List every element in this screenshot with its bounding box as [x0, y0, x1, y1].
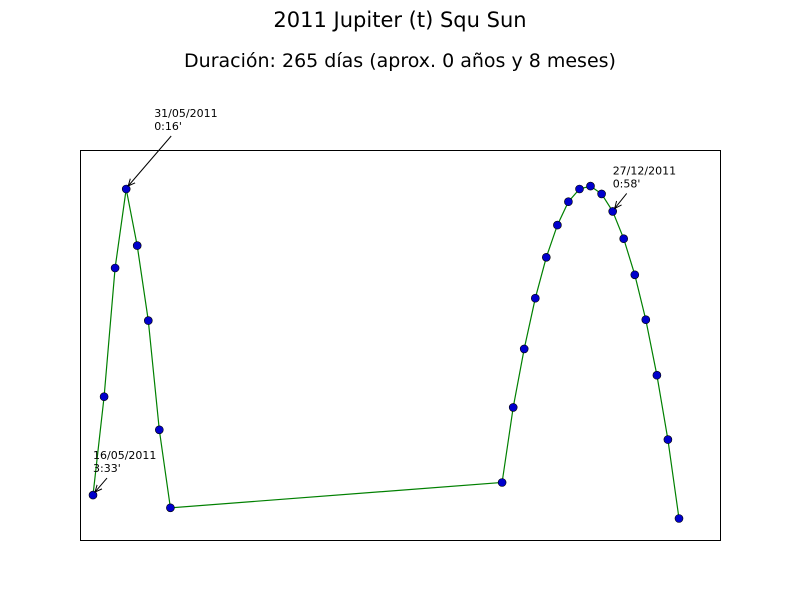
- annotation-date: 27/12/2011: [613, 164, 676, 177]
- data-point: [530, 293, 540, 303]
- series-line: [92, 185, 680, 519]
- data-point: [99, 392, 109, 402]
- annotation-arrow: [615, 193, 628, 208]
- annotation-date: 31/05/2011: [154, 107, 217, 120]
- data-point: [553, 220, 562, 230]
- annotation-date: 16/05/2011: [93, 449, 156, 462]
- data-point: [608, 207, 618, 216]
- annotation-time: 3:33': [93, 462, 121, 475]
- data-point: [166, 503, 175, 513]
- data-point: [88, 490, 98, 500]
- data-point: [541, 252, 551, 262]
- data-point: [630, 270, 640, 280]
- annotation-arrow: [95, 477, 108, 492]
- annotation-time: 0:58': [613, 177, 641, 190]
- data-point: [575, 184, 584, 194]
- data-point: [663, 435, 673, 444]
- data-point: [674, 514, 684, 523]
- plot-area-frame: [80, 150, 721, 541]
- annotation-arrow: [128, 135, 172, 186]
- data-point: [519, 344, 529, 354]
- data-point: [132, 241, 142, 250]
- data-point: [497, 478, 507, 487]
- data-point: [144, 316, 153, 325]
- data-point: [619, 234, 629, 243]
- data-point: [155, 425, 164, 435]
- series-layer: [88, 181, 684, 523]
- annotation-time: 0:16': [154, 120, 182, 133]
- data-point: [652, 370, 662, 380]
- data-point: [508, 403, 518, 412]
- data-point: [564, 197, 573, 206]
- data-point: [586, 181, 595, 191]
- chart-subtitle: Duración: 265 días (aprox. 0 años y 8 me…: [184, 50, 616, 72]
- data-point: [597, 189, 606, 199]
- data-point: [121, 184, 131, 194]
- data-point: [641, 315, 651, 325]
- data-point: [110, 263, 120, 273]
- chart-title: 2011 Jupiter (t) Squ Sun: [273, 8, 527, 32]
